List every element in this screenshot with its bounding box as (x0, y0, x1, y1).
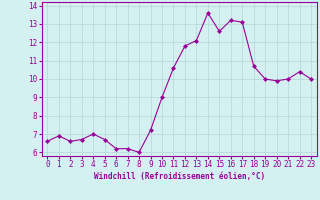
X-axis label: Windchill (Refroidissement éolien,°C): Windchill (Refroidissement éolien,°C) (94, 172, 265, 181)
